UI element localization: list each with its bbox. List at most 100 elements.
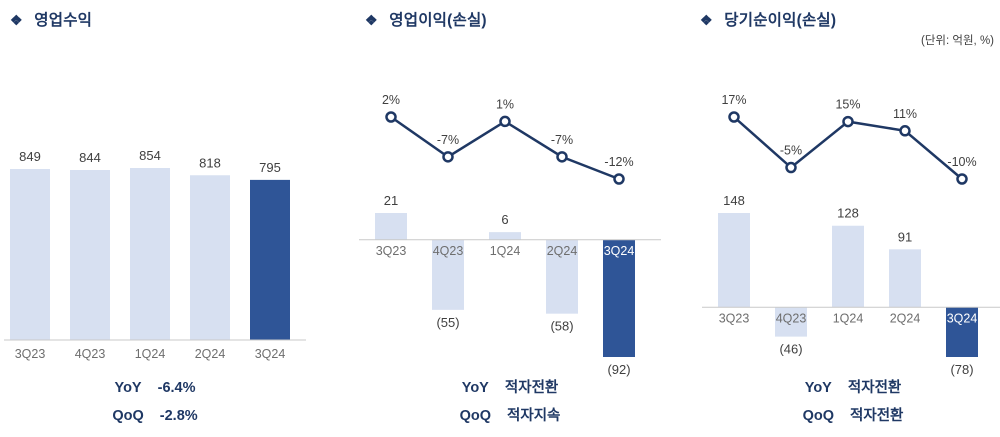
bar [946,307,978,357]
bar-value-label: 91 [898,229,912,244]
yoy-row: YoY 적자전환 [355,374,665,402]
yoy-row: YoY -6.4% [0,374,310,402]
bar [250,179,290,340]
category-label: 3Q24 [947,311,978,325]
bar [10,169,50,340]
chart-title-text: 당기순이익(손실) [724,12,837,29]
bar-value-label: 795 [259,160,281,175]
category-label: 4Q23 [75,347,106,361]
chart-title: ❖ 당기순이익(손실) [700,8,836,30]
category-label: 4Q23 [433,244,464,258]
category-label: 1Q24 [833,311,864,325]
panel-operating-revenue: ❖ 영업수익 849 844 854 818 795 3Q23 4Q23 1Q24 2Q24 3Q… [0,0,345,437]
qoq-value: -2.8% [159,408,198,424]
line-value-label: 17% [721,93,746,107]
bar [375,213,407,240]
bar [718,213,750,308]
bar-value-label: (55) [436,315,459,330]
line-value-label: 15% [835,98,860,112]
qoq-label: QoQ [459,408,491,424]
line-marker [956,173,968,185]
qoq-label: QoQ [802,408,834,424]
bar [432,239,464,310]
line-marker [385,111,397,123]
operating-revenue-bar-chart: 849 844 854 818 795 3Q23 4Q23 1Q24 2Q24 3Q24 [4,148,306,361]
yoy-label: YoY [114,380,142,396]
category-label: 3Q23 [376,244,407,258]
line-marker [899,125,911,137]
bar-value-label: (78) [950,362,973,377]
chart-title-text: 영업수익 [34,12,93,29]
line-marker [556,151,568,163]
bar [546,239,578,314]
bar-value-label: 128 [837,206,859,221]
category-label: 2Q24 [547,244,578,258]
chart-footer: YoY 적자전환 QoQ 적자전환 [698,374,1000,430]
line-marker [499,115,511,128]
category-label: 4Q23 [776,311,807,325]
bar [603,239,635,357]
line-value-label: -12% [604,155,633,169]
line-value-label: -5% [780,144,802,158]
yoy-label: YoY [804,380,832,396]
line-value-label: 11% [893,107,917,121]
category-label: 3Q23 [719,311,750,325]
chart-footer: YoY 적자전환 QoQ 적자지속 [355,374,665,430]
qoq-row: QoQ -2.8% [0,402,310,430]
bar [832,225,864,308]
bar [130,168,170,340]
bar-value-label: 818 [199,155,221,170]
line-marker [613,173,625,185]
yoy-value: 적자전환 [847,380,902,396]
chart-title-text: 영업이익(손실) [389,12,487,29]
yoy-row: YoY 적자전환 [698,374,1000,402]
operating-profit-combo-chart: 2% -7% 1% -7% -12% 21 (55) 6 (58) (92) 3Q23 4Q23 1Q2… [359,93,661,377]
yoy-value: -6.4% [157,380,196,396]
line-value-label: -7% [551,133,573,147]
bar [489,232,521,240]
line-marker [442,151,454,163]
diamond-bullet-icon: ❖ [10,12,23,28]
line-marker [842,115,854,128]
category-label: 3Q24 [255,347,286,361]
unit-label: (단위: 억원, %) [921,35,994,47]
bar [889,249,921,308]
bar [190,175,230,340]
bar-value-label: (58) [550,319,573,334]
line-value-label: -10% [947,155,976,169]
bar-value-label: 148 [723,193,745,208]
chart-title: ❖ 영업수익 [10,8,92,30]
qoq-label: QoQ [112,408,144,424]
panel-operating-profit: ❖ 영업이익(손실) 2% -7% 1% -7% -12% 21 (55) 6 (58) (92)… [355,0,680,437]
chart-title: ❖ 영업이익(손실) [365,8,487,30]
bar-value-label: (92) [607,362,630,377]
qoq-row: QoQ 적자전환 [698,402,1000,430]
bar [775,307,807,337]
category-label: 2Q24 [195,347,226,361]
line-marker [785,161,797,174]
diamond-bullet-icon: ❖ [365,12,378,28]
category-label: 2Q24 [890,311,921,325]
category-label: 3Q24 [604,244,635,258]
bar-value-label: (46) [779,342,802,357]
yoy-label: YoY [461,380,489,396]
chart-footer: YoY -6.4% QoQ -2.8% [0,374,310,430]
qoq-row: QoQ 적자지속 [355,402,665,430]
net-income-combo-chart: 17% -5% 15% 11% -10% 148 (46) 128 91 (78) 3Q23 4Q23… [702,93,1000,377]
bar-value-label: 6 [501,212,508,227]
category-label: 1Q24 [490,244,521,258]
bar-value-label: 844 [79,150,101,165]
category-label: 1Q24 [135,347,166,361]
category-label: 3Q23 [15,347,46,361]
qoq-value: 적자전환 [850,408,904,424]
line-value-label: 2% [382,93,400,107]
bar-value-label: 21 [384,193,398,208]
panel-net-income: ❖ 당기순이익(손실) 17% -5% 15% 11% -10% 148 (46) 128 91… [690,0,1000,437]
qoq-value: 적자지속 [507,408,561,424]
diamond-bullet-icon: ❖ [700,12,713,28]
bar-value-label: 854 [139,148,161,163]
bar [70,170,110,340]
yoy-value: 적자전환 [504,380,559,396]
line-marker [728,111,740,123]
